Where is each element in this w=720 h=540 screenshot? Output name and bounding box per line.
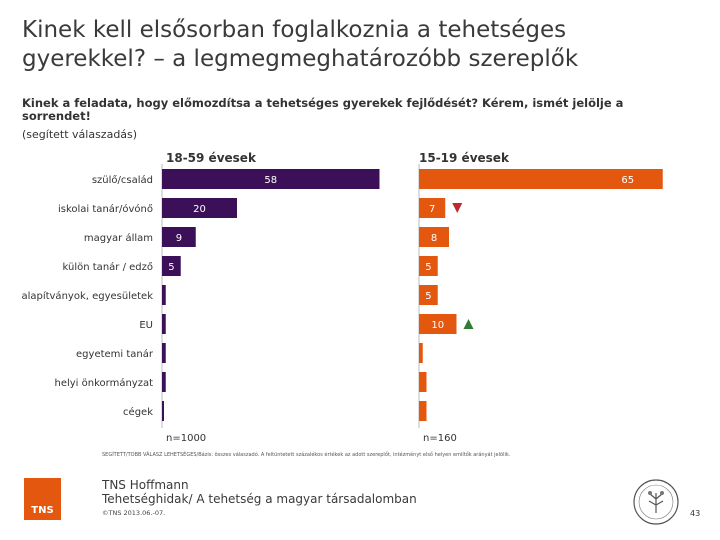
page-number: 43 <box>690 509 701 518</box>
bar-s2-0 <box>419 169 663 189</box>
data-label: 5 <box>425 291 431 302</box>
bar-s1-2 <box>162 227 196 247</box>
bar-s2-7 <box>419 372 427 392</box>
bar-s1-5 <box>162 314 166 334</box>
data-label: 10 <box>431 320 444 331</box>
title-line-2: gyerekkel? – a legmegmeghatározóbb szere… <box>22 46 579 72</box>
category-label: külön tanár / edző <box>63 261 153 273</box>
data-label: 8 <box>431 233 437 244</box>
series-2-heading: 15-19 évesek <box>419 151 509 165</box>
data-label: 9 <box>176 233 182 244</box>
tns-logo: TNS <box>24 478 61 520</box>
question-line-2: sorrendet! <box>22 109 91 123</box>
page-title: Kinek kell elsősorban foglalkoznia a teh… <box>22 16 702 74</box>
category-label: helyi önkormányzat <box>54 377 153 389</box>
series-base-label: n=160 <box>423 433 457 444</box>
data-label: 58 <box>264 175 277 186</box>
bar-s2-3 <box>419 256 438 276</box>
bar-s1-1 <box>162 198 237 218</box>
bar-s1-3 <box>162 256 181 276</box>
logo-text: TNS <box>31 505 54 516</box>
increase-marker-icon <box>463 319 474 329</box>
bar-s2-2 <box>419 227 449 247</box>
bar-s1-8 <box>162 401 164 421</box>
bar-s2-4 <box>419 285 438 305</box>
bar-s1-6 <box>162 343 166 363</box>
bar-chart: szülő/család iskolai tanár/óvónő magyar ál… <box>21 164 663 444</box>
category-label: egyetemi tanár <box>76 348 154 360</box>
category-label: szülő/család <box>92 174 153 186</box>
category-label: EU <box>139 320 153 331</box>
data-label: 5 <box>425 262 431 273</box>
seal-logo-icon <box>633 479 679 525</box>
bar-s2-5 <box>419 314 457 334</box>
footnote: SEGÍTETT/TOBB VÁLASZ LEHETSÉGES/Bázis: ö… <box>102 452 511 458</box>
data-label: 5 <box>168 262 174 273</box>
series-base-label: n=1000 <box>166 433 206 444</box>
bar-s2-6 <box>419 343 423 363</box>
data-label: 65 <box>621 175 634 186</box>
category-label: magyar állam <box>84 232 153 244</box>
series-1-heading: 18-59 évesek <box>166 151 256 165</box>
answer-mode-note: (segített válaszadás) <box>22 128 138 141</box>
title-line-1: Kinek kell elsősorban foglalkoznia a teh… <box>22 17 567 43</box>
category-label: alapítványok, egyesületek <box>21 290 153 302</box>
category-label: cégek <box>123 406 153 418</box>
bar-s2-8 <box>419 401 427 421</box>
data-label: 20 <box>193 204 206 215</box>
brand-subtitle: Tehetséghidak/ A tehetség a magyar társa… <box>102 492 417 506</box>
copyright: ©TNS 2013.06.-07. <box>102 509 166 517</box>
decrease-marker-icon <box>452 203 463 213</box>
bar-s2-1 <box>419 198 446 218</box>
data-label: 7 <box>429 204 435 215</box>
category-label: iskolai tanár/óvónő <box>58 203 153 215</box>
bar-s1-4 <box>162 285 166 305</box>
survey-question: Kinek a feladata, hogy előmozdítsa a teh… <box>22 97 682 123</box>
brand-name: TNS Hoffmann <box>102 478 189 492</box>
question-line-1: Kinek a feladata, hogy előmozdítsa a teh… <box>22 96 624 110</box>
bar-s1-0 <box>162 169 380 189</box>
bar-s1-7 <box>162 372 166 392</box>
